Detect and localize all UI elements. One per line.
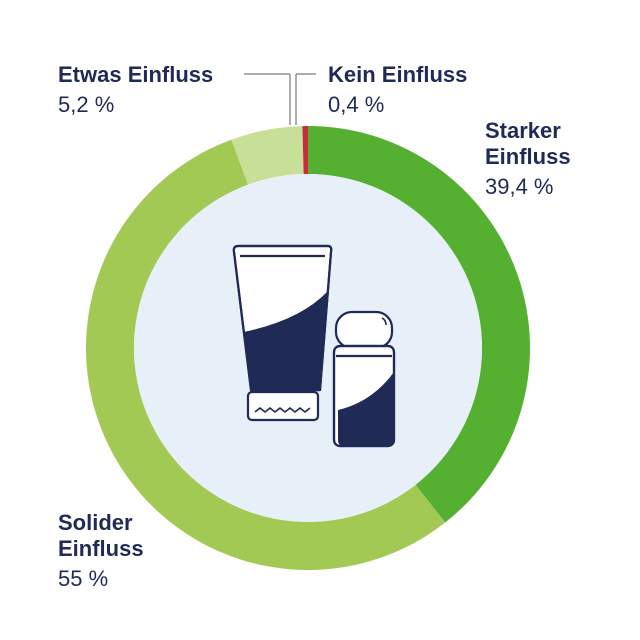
donut-slice-etwas-einfluss bbox=[231, 126, 304, 185]
slice-value-etwas: 5,2 % bbox=[58, 91, 115, 117]
slice-label-etwas: Etwas Einfluss bbox=[58, 62, 214, 87]
donut-slice-solider-einfluss bbox=[86, 139, 446, 571]
slice-label-solider-line1: Solider bbox=[58, 510, 133, 535]
slice-label-starker-line2: Einfluss bbox=[485, 143, 571, 169]
label-etwas-einfluss: Etwas Einfluss 5,2 % bbox=[58, 62, 213, 118]
slice-value-kein: 0,4 % bbox=[328, 91, 385, 117]
slice-value-solider: 55 % bbox=[58, 565, 109, 591]
label-solider-einfluss: Solider Einfluss 55 % bbox=[58, 510, 144, 592]
slice-label-kein: Kein Einfluss bbox=[328, 62, 468, 87]
slice-value-starker: 39,4 % bbox=[485, 173, 554, 199]
slice-label-starker-line1: Starker bbox=[485, 118, 561, 143]
donut-slices bbox=[86, 126, 530, 571]
label-starker-einfluss: Starker Einfluss 39,4 % bbox=[485, 118, 571, 200]
cosmetic-tube-and-bottle-icon bbox=[232, 244, 396, 448]
label-kein-einfluss: Kein Einfluss 0,4 % bbox=[328, 62, 467, 118]
donut-slice-kein-einfluss bbox=[302, 126, 308, 175]
slice-label-solider-line2: Einfluss bbox=[58, 535, 144, 561]
donut-slice-starker-einfluss bbox=[308, 126, 530, 523]
